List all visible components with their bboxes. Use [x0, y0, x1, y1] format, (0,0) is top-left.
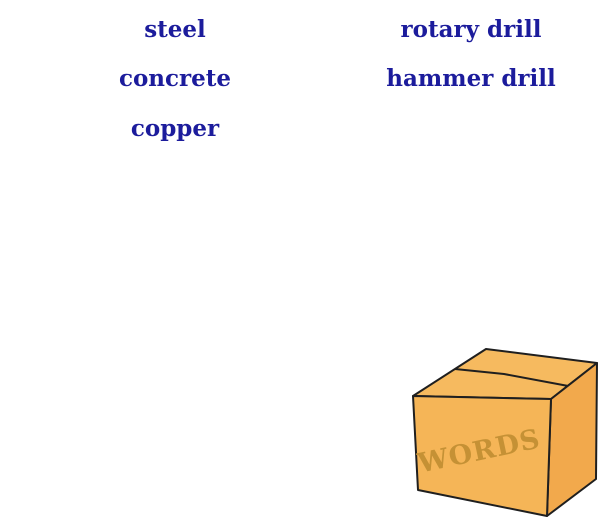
word-tile-rotary-drill[interactable]: rotary drill — [400, 16, 542, 43]
word-tile-concrete[interactable]: concrete — [118, 65, 232, 92]
word-box-front — [412, 395, 552, 517]
word-tile-steel[interactable]: steel — [144, 16, 206, 43]
word-tile-copper[interactable]: copper — [130, 115, 220, 142]
word-tile-hammer-drill[interactable]: hammer drill — [386, 65, 556, 92]
word-box-tape-seam — [454, 368, 580, 389]
word-box[interactable]: WORDS — [402, 340, 602, 529]
